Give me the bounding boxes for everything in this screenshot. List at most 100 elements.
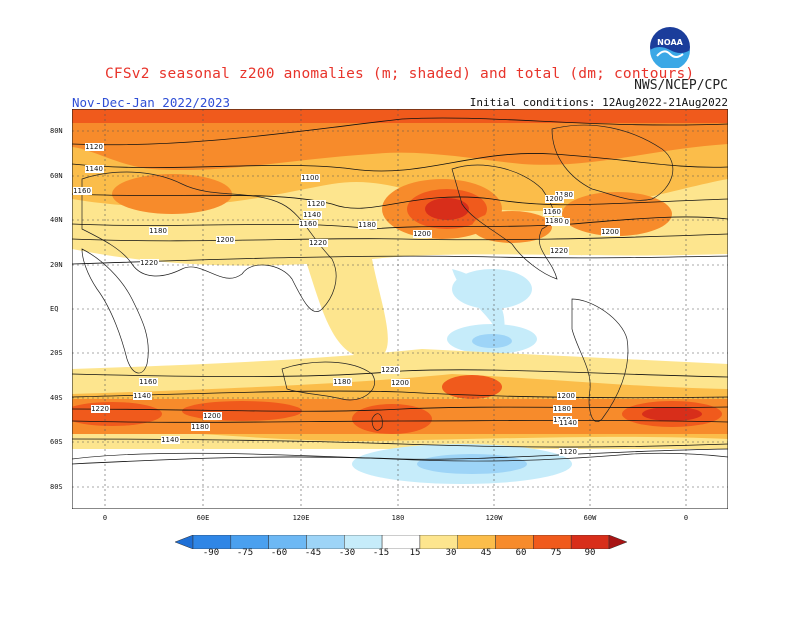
- contour-label: 1140: [303, 211, 321, 219]
- contour-label-bg: [216, 236, 235, 244]
- contour-label: 1200: [413, 230, 431, 238]
- contour-label: 1120: [559, 448, 577, 456]
- contour-label-bg: [555, 191, 574, 199]
- contour-label-bg: [545, 217, 564, 225]
- contour-label: 1160: [139, 378, 157, 386]
- contour-label: 1200: [391, 379, 409, 387]
- colorbar-cell: [192, 535, 232, 549]
- contour-label-bg: [301, 174, 320, 182]
- contour-label-bg: [203, 412, 222, 420]
- noaa-logo: NOAA: [649, 26, 691, 70]
- contour-label: 1180: [191, 423, 209, 431]
- colorbar-tick: -15: [372, 548, 390, 558]
- contour-label-bg: [161, 436, 180, 444]
- colorbar-tick: -60: [270, 548, 288, 558]
- contour-label: 1220: [91, 405, 109, 413]
- lat-label: 40N: [50, 216, 63, 224]
- lon-label: 0: [102, 514, 108, 522]
- positive-anomaly-shading-north: [72, 109, 728, 266]
- contour-label-bg: [307, 200, 326, 208]
- contour-label-bg: [553, 405, 572, 413]
- lat-label: 40S: [50, 394, 63, 402]
- tropical-shading: [302, 249, 537, 359]
- colorbar-cell: [381, 535, 421, 549]
- colorbar-tick: 90: [584, 548, 596, 558]
- lat-label: 60S: [50, 438, 63, 446]
- contour-label-bg: [601, 228, 620, 236]
- lon-label: 60W: [583, 514, 597, 522]
- contour-label-bg: [91, 405, 110, 413]
- contour-label: 1180: [545, 217, 563, 225]
- contour-label: 1200: [216, 236, 234, 244]
- contour-label-bg: [543, 208, 562, 216]
- logo-text: NOAA: [657, 38, 683, 47]
- contour-label: 1160: [299, 220, 317, 228]
- colorbar-tick: -90: [202, 548, 220, 558]
- chart-title: CFSv2 seasonal z200 anomalies (m; shaded…: [105, 66, 695, 82]
- colorbar-tick: -45: [304, 548, 322, 558]
- lon-label: 120E: [292, 514, 310, 522]
- contour-label: 1220: [309, 239, 327, 247]
- season-label: Nov-Dec-Jan 2022/2023: [72, 95, 231, 110]
- contour-label: 1180: [149, 227, 167, 235]
- colorbar-cell: [608, 535, 627, 549]
- colorbar-cell: [457, 535, 496, 549]
- org-label: NWS/NCEP/CPC: [634, 78, 728, 93]
- colorbar-cell: [344, 535, 383, 549]
- contour-label-bg: [191, 423, 210, 431]
- colorbar-tick: -30: [338, 548, 356, 558]
- colorbar-cell: [306, 535, 345, 549]
- contour-label-bg: [550, 247, 569, 255]
- lon-label: 60E: [196, 514, 210, 522]
- contour-label: 1160: [543, 208, 561, 216]
- lat-label: 20S: [50, 349, 63, 357]
- contour-label: 1140: [161, 436, 179, 444]
- contour-label-bg: [545, 195, 564, 203]
- height-contours: [72, 117, 728, 465]
- contour-label: 1220: [550, 247, 568, 255]
- lon-label: 0: [683, 514, 689, 522]
- colorbar-cell: [495, 535, 534, 549]
- contour-label: 1180: [358, 221, 376, 229]
- contour-label: 1160: [73, 187, 91, 195]
- lat-label: 60N: [50, 172, 63, 180]
- contour-label-bg: [557, 392, 576, 400]
- colorbar-tick: 60: [515, 548, 527, 558]
- contour-label: 1220: [140, 259, 158, 267]
- contour-label-bg: [140, 259, 159, 267]
- contour-label: 1140: [133, 392, 151, 400]
- colorbar-cell: [175, 535, 194, 549]
- colorbar-cell: [570, 535, 610, 549]
- contour-labels: 1120114011601180120012201100112011401160…: [73, 143, 620, 456]
- contour-label-bg: [85, 143, 104, 151]
- contour-label-bg: [73, 187, 92, 195]
- contour-label-bg: [299, 220, 318, 228]
- contour-label-bg: [303, 211, 322, 219]
- colorbar-tick: 15: [409, 548, 421, 558]
- contour-label: 1180: [333, 378, 351, 386]
- contour-label-bg: [85, 165, 104, 173]
- colorbar-tick: -75: [236, 548, 254, 558]
- contour-label-bg: [133, 392, 152, 400]
- colorbar-cell: [268, 535, 307, 549]
- lat-label: 80N: [50, 127, 63, 135]
- colorbar-tick: 30: [445, 548, 457, 558]
- contour-label-bg: [149, 227, 168, 235]
- contour-label-bg: [139, 378, 158, 386]
- lon-label: 120W: [485, 514, 503, 522]
- contour-label: 1120: [307, 200, 325, 208]
- contour-label-bg: [309, 239, 328, 247]
- contour-label-bg: [333, 378, 352, 386]
- contour-label-bg: [391, 379, 410, 387]
- contour-label-bg: [358, 221, 377, 229]
- contour-label: 1220: [381, 366, 399, 374]
- lat-label: EQ: [50, 305, 59, 313]
- contour-label-bg: [413, 230, 432, 238]
- contour-label-bg: [559, 419, 578, 427]
- contour-label: 1100: [301, 174, 319, 182]
- contour-label: 1200: [601, 228, 619, 236]
- negative-anomaly-shading-south: [352, 444, 572, 484]
- contour-label: 1200: [545, 195, 563, 203]
- lat-label: 80S: [50, 483, 63, 491]
